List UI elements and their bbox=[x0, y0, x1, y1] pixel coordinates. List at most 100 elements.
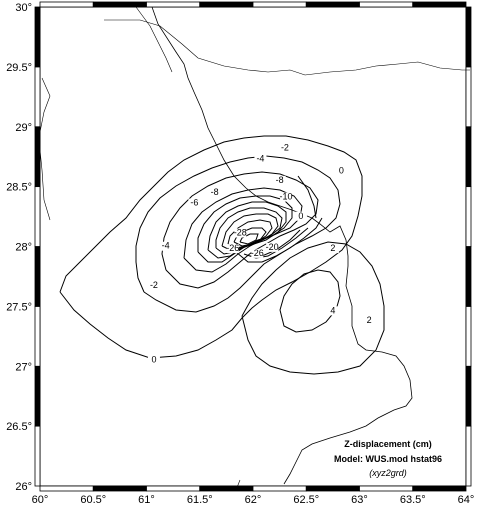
contour-label-background bbox=[188, 198, 201, 208]
x-tick-label: 60.5° bbox=[80, 494, 106, 506]
contour-label: -2 bbox=[150, 280, 158, 290]
frame-bar-left bbox=[34, 186, 41, 247]
contour-label-background bbox=[147, 281, 160, 291]
contour-label-background bbox=[251, 248, 264, 258]
frame-bar-left bbox=[34, 365, 41, 427]
x-tick-label: 63.5° bbox=[400, 494, 426, 506]
contour-label-background bbox=[326, 306, 339, 316]
contour-label-background bbox=[159, 241, 172, 251]
frame-bar-right bbox=[465, 186, 472, 247]
geographic-features bbox=[39, 6, 470, 491]
contour-label: -26 bbox=[251, 248, 264, 258]
x-tick-label: 61.5° bbox=[187, 494, 213, 506]
contour-line-inner bbox=[235, 217, 323, 263]
contour-labels: 0-2-4-6-8-4-200-8-10-20-28-26 -26 242 bbox=[147, 143, 376, 365]
frame-bar-right bbox=[465, 126, 472, 188]
x-tick-label: 62.5° bbox=[293, 494, 319, 506]
y-tick-label: 27.5° bbox=[6, 301, 32, 313]
contour-label: -6 bbox=[190, 198, 198, 208]
contour-label-background bbox=[266, 242, 279, 252]
frame-bar-bottom bbox=[305, 485, 360, 492]
contour-line-0 bbox=[59, 135, 363, 359]
frame-bar-top bbox=[92, 1, 147, 8]
map-legend: Z-displacement (cm) Model: WUS.mod hstat… bbox=[334, 439, 442, 478]
frame-bar-top bbox=[199, 1, 254, 8]
frame-bar-right bbox=[465, 6, 472, 68]
frame-bar-top bbox=[252, 1, 307, 8]
contour-label: -2 bbox=[281, 143, 289, 153]
frame-bar-top bbox=[412, 1, 467, 8]
contour-label-background bbox=[280, 192, 293, 202]
frame-bar-top bbox=[146, 1, 201, 8]
frame-bar-top bbox=[305, 1, 360, 8]
frame-bar-bottom bbox=[199, 485, 254, 492]
frame-bar-bottom bbox=[412, 485, 467, 492]
contour-line-minus6 bbox=[183, 187, 303, 273]
contour-label: -8 bbox=[276, 175, 284, 185]
legend-title-line2: Model: WUS.mod hstat96 bbox=[334, 454, 442, 464]
border-segment bbox=[235, 479, 241, 491]
x-tick-label: 62° bbox=[245, 494, 262, 506]
frame-bar-left bbox=[34, 126, 41, 188]
y-tick-label: 29° bbox=[15, 122, 32, 134]
coastline bbox=[151, 6, 413, 485]
frame-bar-left bbox=[34, 246, 41, 307]
contour-label: -26 bbox=[226, 243, 239, 253]
contour-label: -20 bbox=[266, 242, 279, 252]
plot-border bbox=[39, 6, 467, 487]
x-tick-label: 64° bbox=[458, 494, 475, 506]
frame-bar-right bbox=[465, 425, 472, 487]
y-tick-label: 26° bbox=[15, 481, 32, 493]
legend-source-note: (xyz2grd) bbox=[369, 468, 407, 478]
frame-bar-bottom bbox=[359, 485, 414, 492]
frame-bar-bottom bbox=[92, 485, 147, 492]
contour-label-background bbox=[335, 166, 348, 176]
contour-label: 4 bbox=[330, 305, 335, 315]
x-tick-label: 60° bbox=[32, 494, 49, 506]
frame-bar-top bbox=[39, 1, 94, 8]
y-tick-label: 29.5° bbox=[6, 62, 32, 74]
contour-label-background bbox=[294, 211, 307, 221]
contour-label: 0 bbox=[339, 165, 344, 175]
y-tick-label: 26.5° bbox=[6, 421, 32, 433]
y-tick-label: 28° bbox=[15, 242, 32, 254]
contour-line-plus2 bbox=[241, 241, 385, 375]
international-border bbox=[135, 6, 173, 73]
frame-bar-left bbox=[34, 6, 41, 68]
contour-label: 0 bbox=[151, 354, 156, 364]
contour-label: -4 bbox=[162, 241, 170, 251]
contour-line-minus8 bbox=[197, 195, 293, 263]
frame-bar-bottom bbox=[252, 485, 307, 492]
frame-bar-right bbox=[465, 305, 472, 367]
contour-line-minus2 bbox=[135, 155, 341, 313]
contour-label-background bbox=[226, 244, 239, 254]
y-tick-label: 30° bbox=[15, 2, 32, 14]
y-tick-label: 28.5° bbox=[6, 182, 32, 194]
contour-label-background bbox=[363, 315, 376, 325]
contour-line-inner bbox=[221, 213, 279, 251]
contour-label-background bbox=[273, 175, 286, 185]
contour-label-background bbox=[147, 355, 160, 365]
frame-bar-right bbox=[465, 365, 472, 427]
y-tick-label: 27° bbox=[15, 361, 32, 373]
contour-line-inner bbox=[239, 233, 259, 245]
contour-line-inner bbox=[215, 207, 283, 255]
international-border bbox=[104, 19, 470, 76]
contour-label: -4 bbox=[256, 153, 264, 163]
frame-bar-bottom bbox=[146, 485, 201, 492]
frame-bar-bottom bbox=[39, 485, 94, 492]
frame-bar-left bbox=[34, 66, 41, 128]
legend-title-line1: Z-displacement (cm) bbox=[344, 439, 432, 449]
contour-line-0-north bbox=[297, 175, 317, 219]
contour-line-plus4 bbox=[279, 269, 341, 333]
international-border bbox=[39, 77, 51, 221]
contour-label: -8 bbox=[211, 187, 219, 197]
contour-label: 2 bbox=[367, 315, 372, 325]
contour-label-background bbox=[254, 154, 267, 164]
contour-label: -10 bbox=[280, 192, 293, 202]
contour-label-background bbox=[326, 244, 339, 254]
frame-bar-left bbox=[34, 305, 41, 367]
contour-label: -28 bbox=[234, 228, 247, 238]
contour-label: 0 bbox=[298, 211, 303, 221]
